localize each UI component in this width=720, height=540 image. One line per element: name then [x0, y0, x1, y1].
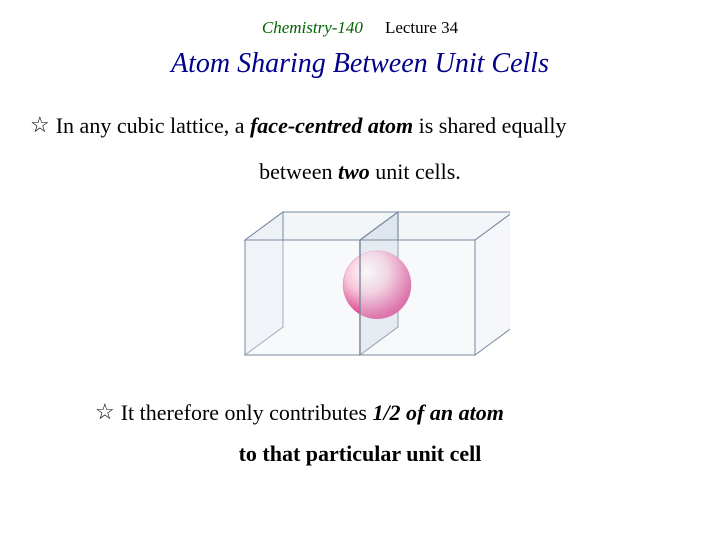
bullet-1-line2: between two unit cells.	[0, 159, 720, 185]
line4-text: to that particular unit cell	[239, 441, 482, 466]
bullet-2-text: It therefore only contributes 1/2 of an …	[121, 399, 504, 428]
course-code: Chemistry-140	[262, 18, 363, 38]
bullet-2-line2: to that particular unit cell	[0, 441, 720, 467]
line2-emph: two	[338, 159, 370, 184]
bullet-2-emph: 1/2 of an atom	[372, 400, 503, 425]
bullet-point-2: ☆ It therefore only contributes 1/2 of a…	[0, 399, 720, 428]
unit-cell-diagram	[210, 203, 510, 373]
bullet-1-text: In any cubic lattice, a face-centred ato…	[56, 112, 567, 141]
lecture-number: Lecture 34	[385, 18, 458, 38]
bullet-1-post: is shared equally	[413, 113, 566, 138]
slide-title: Atom Sharing Between Unit Cells	[0, 48, 720, 80]
bullet-2-pre: It therefore only contributes	[121, 400, 373, 425]
bullet-1-emph: face-centred atom	[250, 113, 413, 138]
bullet-1-pre: In any cubic lattice, a	[56, 113, 250, 138]
star-icon: ☆	[30, 112, 50, 138]
star-icon: ☆	[95, 399, 115, 425]
bullet-point-1: ☆ In any cubic lattice, a face-centred a…	[0, 112, 720, 141]
diagram-container	[0, 203, 720, 373]
line2-pre: between	[259, 159, 338, 184]
slide-header: Chemistry-140 Lecture 34	[0, 0, 720, 38]
line2-post: unit cells.	[370, 159, 461, 184]
